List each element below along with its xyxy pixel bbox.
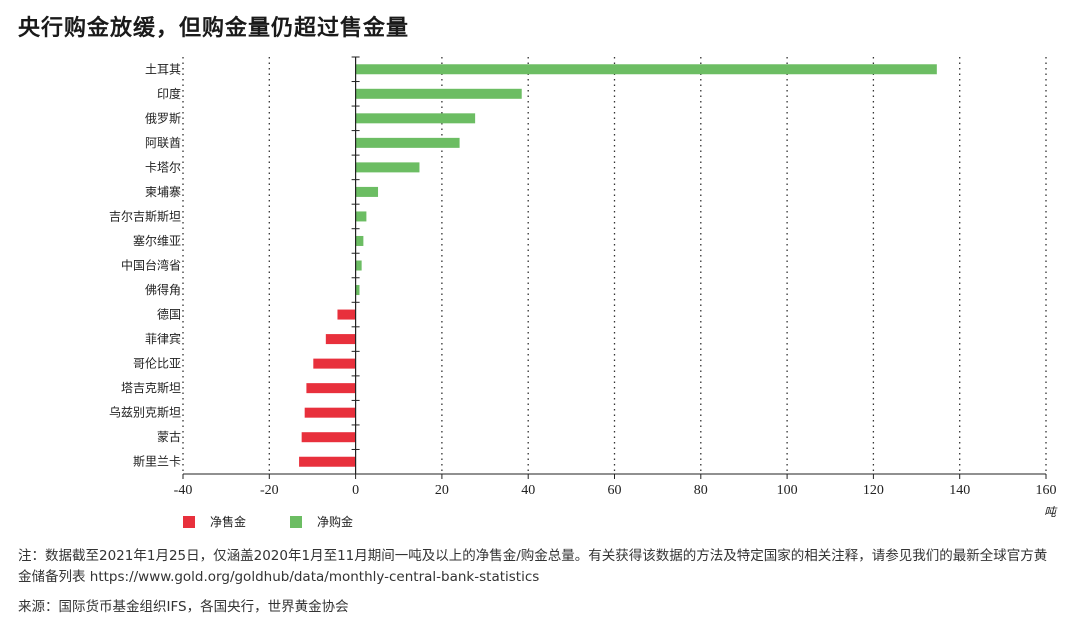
bar-6 [355, 186, 379, 197]
bar-10 [355, 285, 360, 296]
category-label: 俄罗斯 [145, 111, 181, 125]
bar-1 [355, 64, 937, 75]
category-label: 乌兹别克斯坦 [109, 405, 181, 420]
bar-12 [325, 334, 356, 345]
bar-5 [355, 162, 420, 173]
source-note: 来源：国际货币基金组织IFS，各国央行，世界黄金协会 [18, 599, 349, 615]
category-label: 塞尔维亚 [133, 233, 181, 248]
category-label: 卡塔尔 [145, 159, 181, 174]
category-label: 斯里兰卡 [133, 455, 181, 469]
x-tick-label: 20 [435, 483, 449, 498]
legend-swatch-2 [290, 516, 302, 528]
category-label: 土耳其 [145, 62, 181, 76]
category-label: 蒙古 [157, 429, 181, 444]
category-label: 中国台湾省 [121, 258, 181, 273]
legend-swatch-1 [183, 516, 195, 528]
x-tick-label: 0 [352, 483, 359, 498]
category-label: 哥伦比亚 [133, 356, 181, 371]
x-tick-label: 120 [863, 483, 884, 498]
x-tick-label: 40 [521, 483, 535, 498]
bar-17 [299, 456, 356, 467]
bar-14 [306, 383, 356, 394]
category-label: 菲律宾 [145, 331, 181, 346]
bar-13 [313, 358, 356, 369]
bar-7 [355, 211, 367, 222]
bar-3 [355, 113, 476, 124]
category-label: 柬埔寨 [145, 184, 181, 199]
x-axis-unit-label: 吨 [1044, 505, 1058, 519]
category-label: 阿联酋 [145, 135, 181, 150]
bar-chart: -40 -20 0 20 40 60 80 100 120 140 160 吨 土耳其印度俄罗斯阿联酋卡… [109, 56, 1058, 529]
bar-4 [355, 137, 460, 148]
x-tick-label: 80 [694, 483, 708, 498]
footnote: 注：数据截至2021年1月25日，仅涵盖2020年1月至11月期间一吨及以上的净… [18, 548, 1048, 585]
bar-2 [355, 88, 522, 99]
x-tick-label: 160 [1036, 483, 1057, 498]
category-label: 吉尔吉斯斯坦 [109, 208, 181, 223]
bar-9 [355, 260, 362, 271]
bar-15 [304, 407, 356, 418]
bar-8 [355, 235, 364, 246]
category-label: 印度 [157, 86, 181, 101]
bar-16 [301, 432, 356, 443]
category-label: 塔吉克斯坦 [121, 381, 181, 395]
x-tick-label: 60 [608, 483, 622, 498]
category-label: 德国 [157, 307, 181, 322]
legend-label: 净售金 [210, 514, 246, 529]
legend-label: 净购金 [317, 514, 353, 529]
x-tick-label: -20 [260, 483, 279, 498]
category-label: 佛得角 [145, 282, 181, 297]
bar-11 [337, 309, 356, 320]
chart-title: 央行购金放缓，但购金量仍超过售金量 [18, 16, 410, 41]
x-tick-label: -40 [174, 483, 193, 498]
x-tick-label: 140 [949, 483, 970, 498]
x-tick-label: 100 [777, 483, 798, 498]
